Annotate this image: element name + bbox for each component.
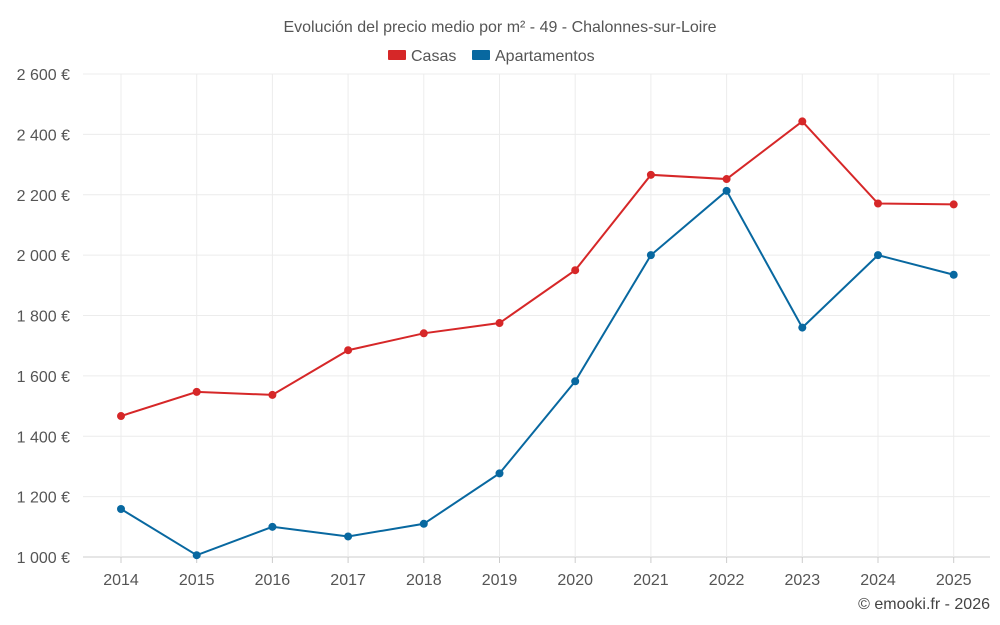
- x-tick-label: 2018: [406, 572, 442, 589]
- data-point-apartamentos: [722, 186, 731, 195]
- data-point-apartamentos: [646, 251, 655, 260]
- data-point-casas: [344, 346, 353, 355]
- y-tick-label: 1 800 €: [17, 309, 70, 326]
- x-tick-label: 2023: [785, 572, 821, 589]
- x-tick-label: 2017: [330, 572, 366, 589]
- x-tick-label: 2015: [179, 572, 215, 589]
- y-tick-label: 2 600 €: [17, 67, 70, 84]
- x-tick-label: 2019: [482, 572, 518, 589]
- data-point-casas: [192, 387, 201, 396]
- series-group: [117, 117, 958, 560]
- data-point-casas: [874, 199, 882, 208]
- y-tick-label: 1 000 €: [17, 550, 70, 567]
- x-tick-label: 2022: [709, 572, 745, 589]
- x-tick-label: 2024: [860, 572, 896, 589]
- data-point-apartamentos: [344, 532, 353, 541]
- y-tick-label: 2 200 €: [17, 188, 70, 205]
- x-tick-label: 2020: [557, 572, 593, 589]
- x-axis: 2014 2015 2016 2017 2018 2019 2020 2021 2022 2023…: [103, 557, 972, 589]
- x-tick-label: 2021: [633, 572, 669, 589]
- data-point-apartamentos: [268, 522, 277, 531]
- series-line-apartamentos: [120, 189, 954, 557]
- y-tick-label: 1 400 €: [17, 429, 70, 446]
- legend-label-casas: Casas: [411, 48, 456, 65]
- credit-text: © emooki.fr - 2026: [858, 596, 990, 613]
- data-point-casas: [646, 170, 655, 179]
- data-point-apartamentos: [192, 551, 201, 560]
- x-tick-label: 2016: [255, 572, 291, 589]
- data-point-casas: [495, 319, 504, 328]
- data-point-casas: [571, 266, 580, 275]
- legend-swatch-apartamentos: [472, 50, 490, 60]
- y-axis: 1 000 € 1 200 € 1 400 € 1 600 € 1 800 € 2 000…: [17, 67, 70, 567]
- data-point-apartamentos: [117, 505, 125, 514]
- legend-swatch-casas: [388, 50, 406, 60]
- data-point-casas: [949, 200, 958, 209]
- data-point-apartamentos: [874, 251, 882, 260]
- legend: Casas Apartamentos: [388, 48, 595, 65]
- data-point-casas: [419, 329, 428, 338]
- data-point-apartamentos: [571, 377, 580, 386]
- data-point-apartamentos: [419, 519, 428, 528]
- data-point-apartamentos: [949, 270, 958, 279]
- data-point-apartamentos: [798, 323, 807, 332]
- chart-title: Evolución del precio medio por m² - 49 -…: [283, 19, 716, 36]
- y-tick-label: 1 200 €: [17, 490, 70, 507]
- y-tick-label: 2 400 €: [17, 127, 70, 144]
- grid: [83, 73, 990, 558]
- y-tick-label: 1 600 €: [17, 369, 70, 386]
- series-line-casas: [120, 120, 954, 417]
- data-point-casas: [722, 175, 731, 184]
- x-tick-label: 2025: [936, 572, 972, 589]
- data-point-casas: [268, 390, 277, 399]
- x-tick-label: 2014: [103, 572, 139, 589]
- data-point-casas: [117, 412, 125, 421]
- y-tick-label: 2 000 €: [17, 248, 70, 265]
- data-point-apartamentos: [495, 469, 504, 478]
- legend-label-apartamentos: Apartamentos: [495, 48, 595, 65]
- data-point-casas: [798, 117, 807, 126]
